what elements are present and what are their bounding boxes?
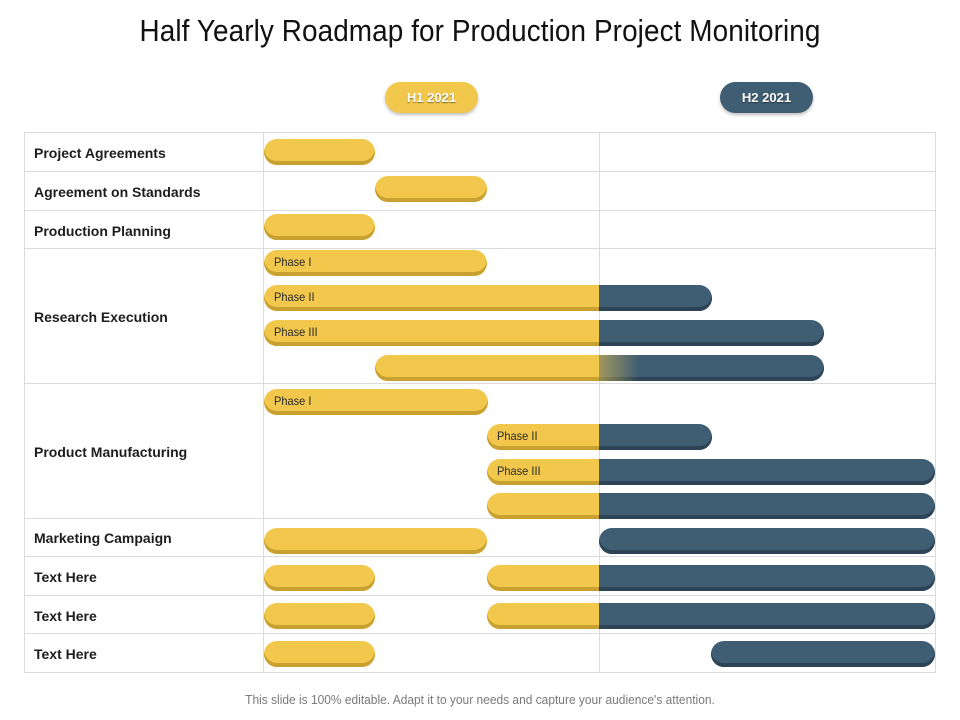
grid-line [24,248,936,249]
gantt-bar [599,355,824,381]
gantt-bar [599,424,712,450]
gantt-bar: Phase III [487,459,599,485]
gantt-bar [264,214,375,240]
phase-label: Phase III [497,464,541,478]
grid-line [24,556,936,557]
phase-label: Phase II [274,290,315,304]
grid-line [24,595,936,596]
grid-line [24,383,936,384]
gantt-bar [264,603,375,629]
gantt-bar: Phase I [264,250,487,276]
gantt-bar [599,459,935,485]
row-label-marketing-campaign: Marketing Campaign [34,530,172,546]
row-label-text-here-1: Text Here [34,569,97,585]
phase-label: Phase I [274,255,312,269]
row-label-text-here-2: Text Here [34,608,97,624]
period-badge-h1: H1 2021 [385,82,478,113]
row-label-product-manufacturing: Product Manufacturing [34,444,188,460]
gantt-bar [599,528,935,554]
gantt-bar [487,493,599,519]
gantt-bar: Phase I [264,389,488,415]
grid-line [24,210,936,211]
phase-label: Phase I [274,394,312,408]
gantt-bar [599,493,935,519]
phase-label: Phase II [497,429,538,443]
gantt-bar: Phase II [487,424,599,450]
page-title: Half Yearly Roadmap for Production Proje… [139,13,821,48]
gantt-bar [487,603,599,629]
gantt-bar: Phase II [264,285,599,311]
gantt-bar [375,355,599,381]
gantt-bar [375,176,487,202]
row-label-production-planning: Production Planning [34,223,171,239]
gantt-bar [599,320,824,346]
gantt-bar [599,565,935,591]
grid-line [24,132,936,133]
gantt-bar [487,565,599,591]
period-badge-h2: H2 2021 [720,82,813,113]
gantt-bar [264,641,375,667]
grid-line [24,672,936,673]
grid-line [24,132,25,672]
phase-label: Phase III [274,325,318,339]
grid-line [599,132,600,672]
grid-line [263,132,264,672]
footer-note: This slide is 100% editable. Adapt it to… [245,692,715,707]
grid-line [935,132,936,672]
gantt-bar [264,139,375,165]
gantt-bar [264,528,487,554]
gantt-bar [264,565,375,591]
gantt-bar [711,641,935,667]
gantt-bar: Phase III [264,320,599,346]
row-label-text-here-3: Text Here [34,646,97,662]
gantt-bar [599,285,712,311]
grid-line [24,518,936,519]
row-label-agreement-on-standards: Agreement on Standards [34,184,201,200]
gantt-bar [599,603,935,629]
row-label-project-agreements: Project Agreements [34,145,166,161]
row-label-research-execution: Research Execution [34,309,168,325]
grid-line [24,633,936,634]
grid-line [24,171,936,172]
